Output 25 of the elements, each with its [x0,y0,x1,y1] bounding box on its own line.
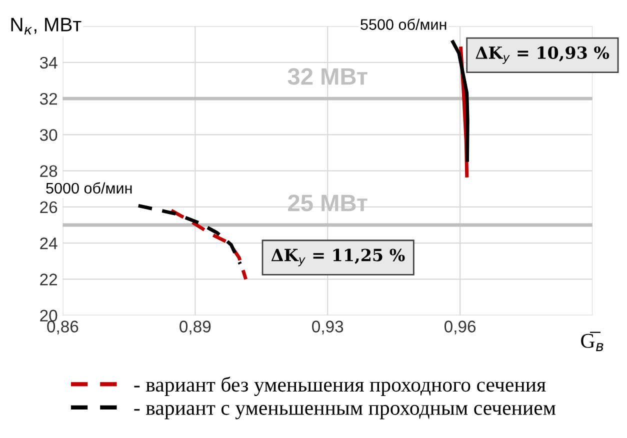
annotation: 5500 об/мин [360,18,446,30]
legend-label: - вариант без уменьшения проходного сечения [134,376,546,396]
line-series [451,40,470,162]
y-axis-title: N$_{к}$, МВт [11,18,82,34]
annotation: ΔK$_{у}$ = 10,93 % [476,46,610,64]
y-tick-label: 20 [40,310,58,322]
annotation: ΔK$_{у}$ = 11,25 % [271,248,405,266]
y-tick-label: 26 [40,201,58,214]
ref-line-label: 32 МВт [288,68,368,85]
ref-line-label: 25 МВт [288,194,368,212]
line-series [170,208,248,281]
y-tick-label: 30 [40,129,58,141]
legend-label: - вариант с уменьшенным проходным сечением [134,404,556,420]
x-tick-label: 0,89 [180,320,211,334]
x-tick-label: 0,93 [312,320,344,334]
y-tick-label: 22 [40,274,58,286]
line-series [136,204,242,266]
y-tick-label: 34 [40,56,58,69]
y-tick-label: 24 [40,237,58,250]
x-axis-title: G̅$_{в}$ [581,332,604,352]
y-tick-label: 28 [40,165,58,178]
x-tick-label: 0,86 [47,320,78,334]
annotation: 5000 об/мин [46,182,132,194]
x-tick-label: 0,96 [444,320,476,334]
y-tick-label: 32 [40,92,58,105]
